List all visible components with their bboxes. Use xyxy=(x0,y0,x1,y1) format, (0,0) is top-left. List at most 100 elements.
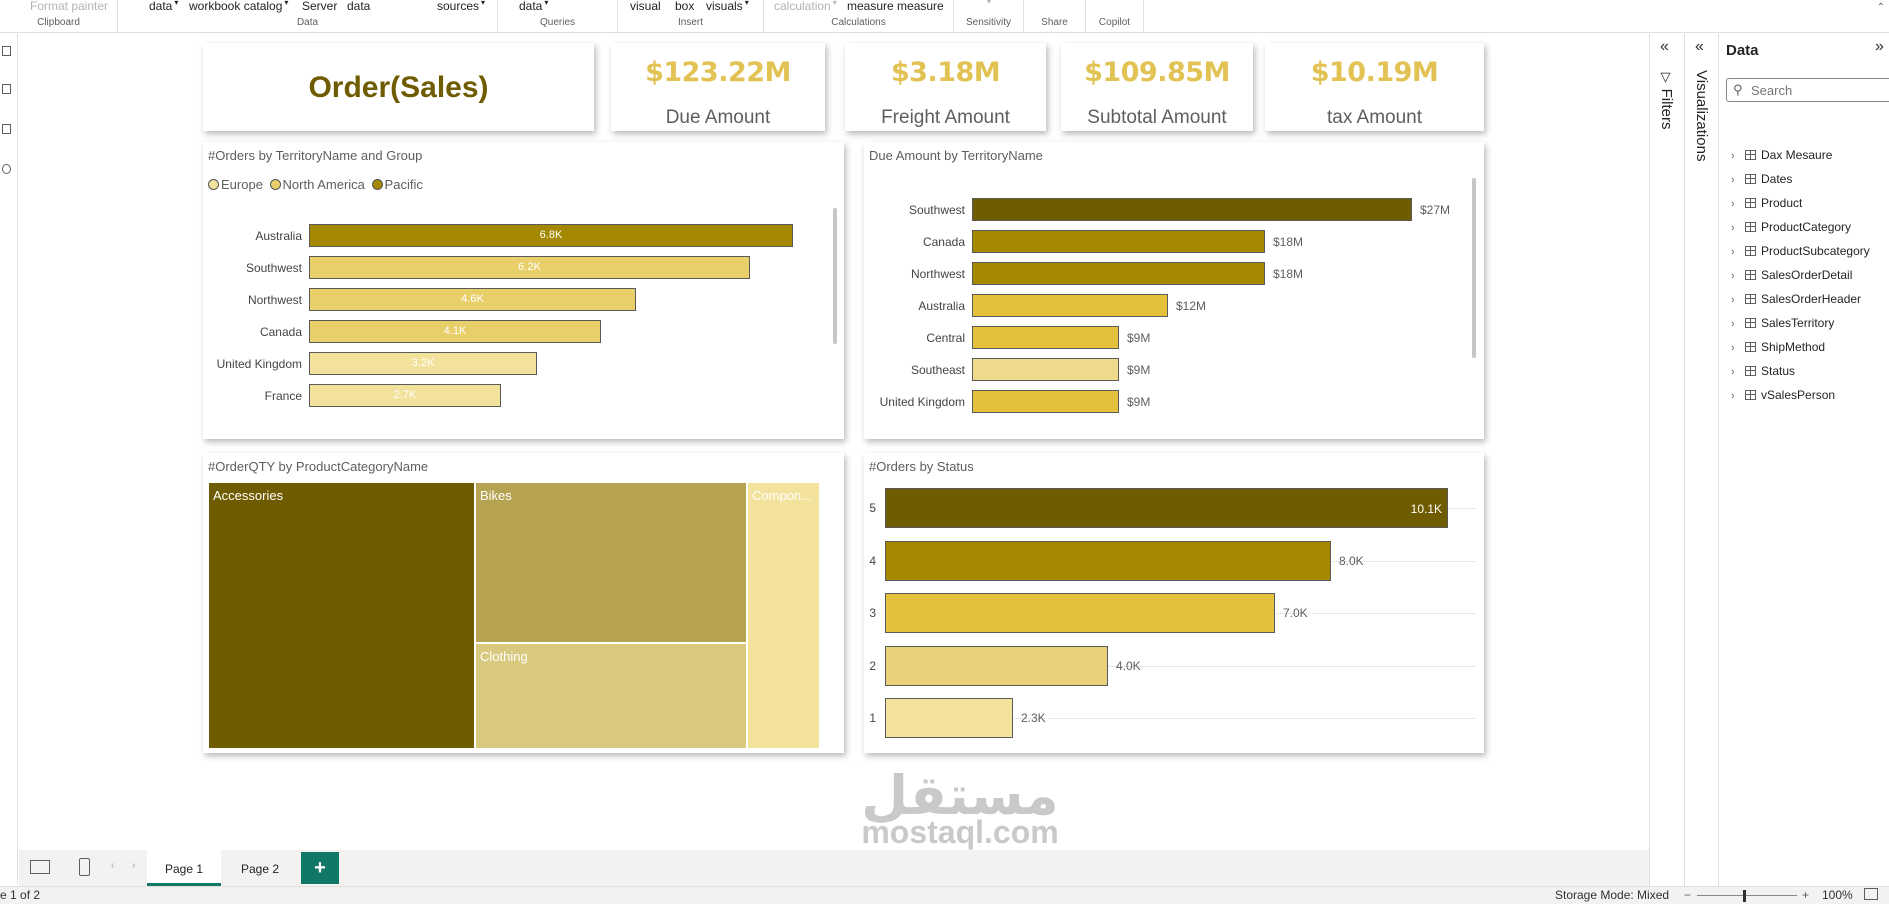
legend-item-pacific[interactable]: Pacific xyxy=(371,177,423,192)
chart-scrollbar[interactable] xyxy=(833,208,837,344)
chevron-down-icon[interactable]: ▾ xyxy=(987,0,992,6)
collapse-data-pane-icon[interactable]: » xyxy=(1875,38,1884,55)
bar[interactable] xyxy=(972,198,1412,221)
workbook-catalog-button[interactable]: workbook catalog ▾ xyxy=(189,0,289,13)
mobile-layout-icon[interactable] xyxy=(79,858,90,876)
expand-visualizations-icon[interactable]: « xyxy=(1695,38,1704,55)
visualizations-pane[interactable]: « Visualizations xyxy=(1684,34,1718,886)
tab-page-2[interactable]: Page 2 xyxy=(240,862,280,876)
kpi-label: Due Amount xyxy=(665,107,771,128)
add-page-button[interactable]: + xyxy=(301,852,339,884)
get-data-button[interactable]: data ▾ xyxy=(149,0,179,13)
category-label: Southwest xyxy=(245,260,302,275)
dax-query-view-icon[interactable] xyxy=(2,164,11,174)
category-label: Southwest xyxy=(908,202,965,217)
field-table-item[interactable]: › vSalesPerson xyxy=(1731,388,1835,402)
treemap-tile-components[interactable]: Compon... xyxy=(747,482,820,749)
model-view-icon[interactable] xyxy=(2,124,11,134)
fit-to-page-icon[interactable] xyxy=(1864,888,1878,900)
order-qty-treemap[interactable]: #OrderQTY by ProductCategoryName Accesso… xyxy=(203,453,844,753)
legend-item-europe[interactable]: Europe xyxy=(208,177,263,192)
bar[interactable] xyxy=(972,390,1119,413)
zoom-slider-thumb[interactable] xyxy=(1743,890,1746,902)
sql-server-button[interactable]: Server xyxy=(302,0,338,13)
search-input[interactable] xyxy=(1751,81,1889,99)
bar[interactable] xyxy=(885,593,1275,633)
enter-data-button[interactable]: data xyxy=(347,0,371,13)
more-visuals-button[interactable]: visuals ▾ xyxy=(706,0,749,13)
new-measure-button[interactable]: measure measure xyxy=(847,0,944,13)
table-name: vSalesPerson xyxy=(1761,388,1836,402)
title-card[interactable]: Order(Sales) xyxy=(203,43,594,131)
kpi-card-freight-amount[interactable]: $3.18M Freight Amount xyxy=(845,43,1046,131)
data-label: 2.3K xyxy=(1021,711,1046,725)
collapse-filters-icon[interactable]: « xyxy=(1660,38,1669,55)
field-table-item[interactable]: › SalesTerritory xyxy=(1731,316,1834,330)
bar[interactable] xyxy=(309,384,501,407)
filters-pane-label[interactable]: ▽ Filters xyxy=(1658,70,1675,130)
bar[interactable] xyxy=(885,698,1013,738)
recent-sources-button[interactable]: sources ▾ xyxy=(437,0,486,13)
field-table-item[interactable]: › SalesOrderDetail xyxy=(1731,268,1852,282)
bar[interactable] xyxy=(309,352,537,375)
report-canvas: Order(Sales) $123.22M Due Amount $3.18M … xyxy=(19,34,1649,850)
ribbon-group-label: Sensitivity xyxy=(965,17,1011,28)
bar[interactable] xyxy=(972,326,1119,349)
zoom-in-button[interactable]: + xyxy=(1802,888,1810,902)
new-visual-button[interactable]: visual xyxy=(630,0,661,13)
bar[interactable] xyxy=(972,294,1168,317)
bar[interactable] xyxy=(885,645,1108,686)
bar[interactable] xyxy=(309,320,601,343)
kpi-card-due-amount[interactable]: $123.22M Due Amount xyxy=(611,43,825,131)
text-box-button[interactable]: box xyxy=(675,0,695,13)
desktop-layout-icon[interactable] xyxy=(30,860,50,874)
due-amount-by-territory-chart[interactable]: Due Amount by TerritoryName Southwest $27… xyxy=(864,142,1484,439)
zoom-slider[interactable] xyxy=(1697,895,1797,896)
bar[interactable] xyxy=(309,256,750,279)
table-icon xyxy=(1745,174,1756,184)
field-table-item[interactable]: › ShipMethod xyxy=(1731,340,1825,354)
bar[interactable] xyxy=(972,230,1265,253)
data-search-box[interactable]: ⚲ xyxy=(1726,78,1889,102)
scroll-right-icon[interactable]: › xyxy=(132,860,136,871)
bar[interactable] xyxy=(972,358,1119,381)
visualizations-pane-label[interactable]: Visualizations xyxy=(1693,70,1710,162)
bar[interactable] xyxy=(972,262,1265,285)
field-table-item[interactable]: › Product xyxy=(1731,196,1802,210)
field-table-item[interactable]: › ProductSubcategory xyxy=(1731,244,1870,258)
table-view-icon[interactable] xyxy=(2,84,11,94)
chart-title: Due Amount by TerritoryName xyxy=(869,148,1043,163)
new-calculation-button[interactable]: calculation ▾ xyxy=(774,0,837,13)
legend-item-north-america[interactable]: North America xyxy=(269,177,365,192)
transform-data-button[interactable]: data ▾ xyxy=(519,0,549,13)
field-table-item[interactable]: › Status xyxy=(1731,364,1795,378)
scroll-left-icon[interactable]: ‹ xyxy=(111,860,115,871)
kpi-card-subtotal-amount[interactable]: $109.85M Subtotal Amount xyxy=(1061,43,1253,131)
bar[interactable] xyxy=(885,540,1331,581)
orders-by-status-chart[interactable]: #Orders by Status 5 10.1K 4 8.0K 3 7.0K 2 4.0K 1… xyxy=(864,453,1484,753)
chevron-right-icon: › xyxy=(1731,390,1735,402)
filters-pane[interactable]: « ▽ Filters xyxy=(1649,34,1684,886)
ribbon-group-label: Clipboard xyxy=(37,17,80,28)
kpi-card-tax-amount[interactable]: $10.19M tax Amount xyxy=(1265,43,1484,131)
data-label: 3.2K xyxy=(411,357,435,369)
collapse-ribbon-icon[interactable]: ⌃ xyxy=(1876,2,1885,13)
field-table-item[interactable]: › Dax Mesaure xyxy=(1731,148,1832,162)
report-view-icon[interactable] xyxy=(2,46,11,56)
data-label: $12M xyxy=(1176,298,1207,313)
kpi-label: Subtotal Amount xyxy=(1087,107,1227,128)
field-table-item[interactable]: › Dates xyxy=(1731,172,1792,186)
field-table-item[interactable]: › SalesOrderHeader xyxy=(1731,292,1861,306)
format-painter-button[interactable]: Format painter xyxy=(30,0,109,13)
bar[interactable] xyxy=(309,288,636,311)
orders-by-territory-chart[interactable]: #Orders by TerritoryName and Group Europ… xyxy=(203,142,844,439)
bar[interactable] xyxy=(885,488,1448,528)
tab-page-1[interactable]: Page 1 xyxy=(147,850,221,886)
field-table-item[interactable]: › ProductCategory xyxy=(1731,220,1851,234)
treemap-tile-bikes[interactable]: Bikes xyxy=(475,482,747,643)
chart-scrollbar[interactable] xyxy=(1472,178,1476,358)
treemap-tile-clothing[interactable]: Clothing xyxy=(475,643,747,749)
zoom-out-button[interactable]: − xyxy=(1684,888,1692,902)
bar[interactable] xyxy=(309,224,793,247)
treemap-tile-accessories[interactable]: Accessories xyxy=(208,482,475,749)
